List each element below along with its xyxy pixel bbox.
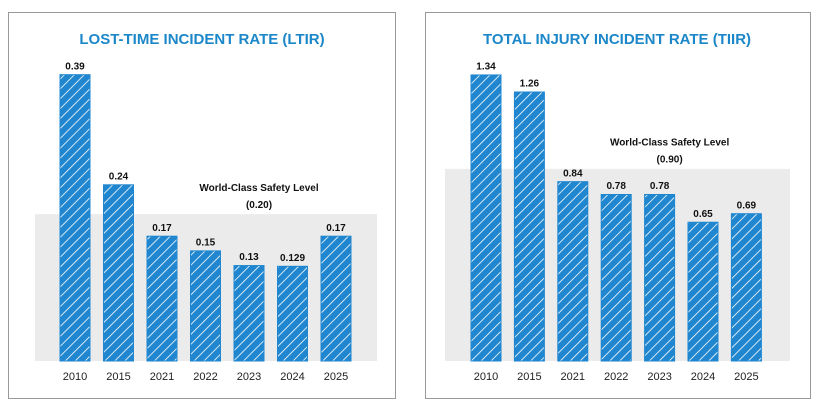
bar <box>600 193 632 362</box>
reference-value: (0.90) <box>657 155 683 166</box>
x-tick-label: 2024 <box>691 371 715 383</box>
x-tick-label: 2021 <box>561 371 585 383</box>
value-label: 0.17 <box>326 223 346 234</box>
bar <box>470 74 502 362</box>
x-tick-label: 2010 <box>63 371 87 383</box>
value-label: 0.84 <box>563 168 583 179</box>
bar <box>687 221 719 362</box>
bar <box>233 265 265 362</box>
chart-title: LOST-TIME INCIDENT RATE (LTIR) <box>79 31 324 48</box>
value-label: 0.13 <box>239 252 259 263</box>
bar <box>103 184 134 362</box>
bar <box>277 265 308 362</box>
x-tick-label: 2024 <box>280 371 304 383</box>
bar <box>59 74 91 362</box>
bar <box>557 181 589 362</box>
x-tick-label: 2021 <box>150 371 174 383</box>
x-tick-label: 2010 <box>474 371 498 383</box>
x-tick-label: 2022 <box>193 371 217 383</box>
value-label: 0.129 <box>280 253 305 264</box>
value-label: 0.39 <box>65 61 85 72</box>
x-tick-label: 2025 <box>734 371 758 383</box>
x-tick-label: 2025 <box>324 371 348 383</box>
x-tick-label: 2023 <box>647 371 671 383</box>
bar <box>513 91 545 362</box>
reference-label: World-Class Safety Level <box>610 138 730 149</box>
x-tick-label: 2015 <box>517 371 541 383</box>
x-tick-label: 2015 <box>106 371 130 383</box>
bar <box>146 235 178 362</box>
value-label: 1.26 <box>520 79 540 90</box>
bar <box>644 193 676 362</box>
bar <box>320 235 352 362</box>
value-label: 0.65 <box>693 209 713 220</box>
x-tick-label: 2022 <box>604 371 628 383</box>
reference-label: World-Class Safety Level <box>199 183 319 194</box>
value-label: 0.78 <box>650 181 670 192</box>
bar <box>190 250 221 362</box>
value-label: 0.15 <box>196 238 216 249</box>
value-label: 0.78 <box>606 181 626 192</box>
value-label: 0.69 <box>737 200 757 211</box>
x-tick-label: 2023 <box>237 371 261 383</box>
value-label: 0.17 <box>152 223 172 234</box>
value-label: 0.24 <box>109 171 129 182</box>
chart-title: TOTAL INJURY INCIDENT RATE (TIIR) <box>483 31 751 48</box>
reference-value: (0.20) <box>246 200 272 211</box>
bar <box>730 213 762 362</box>
value-label: 1.34 <box>476 62 496 73</box>
